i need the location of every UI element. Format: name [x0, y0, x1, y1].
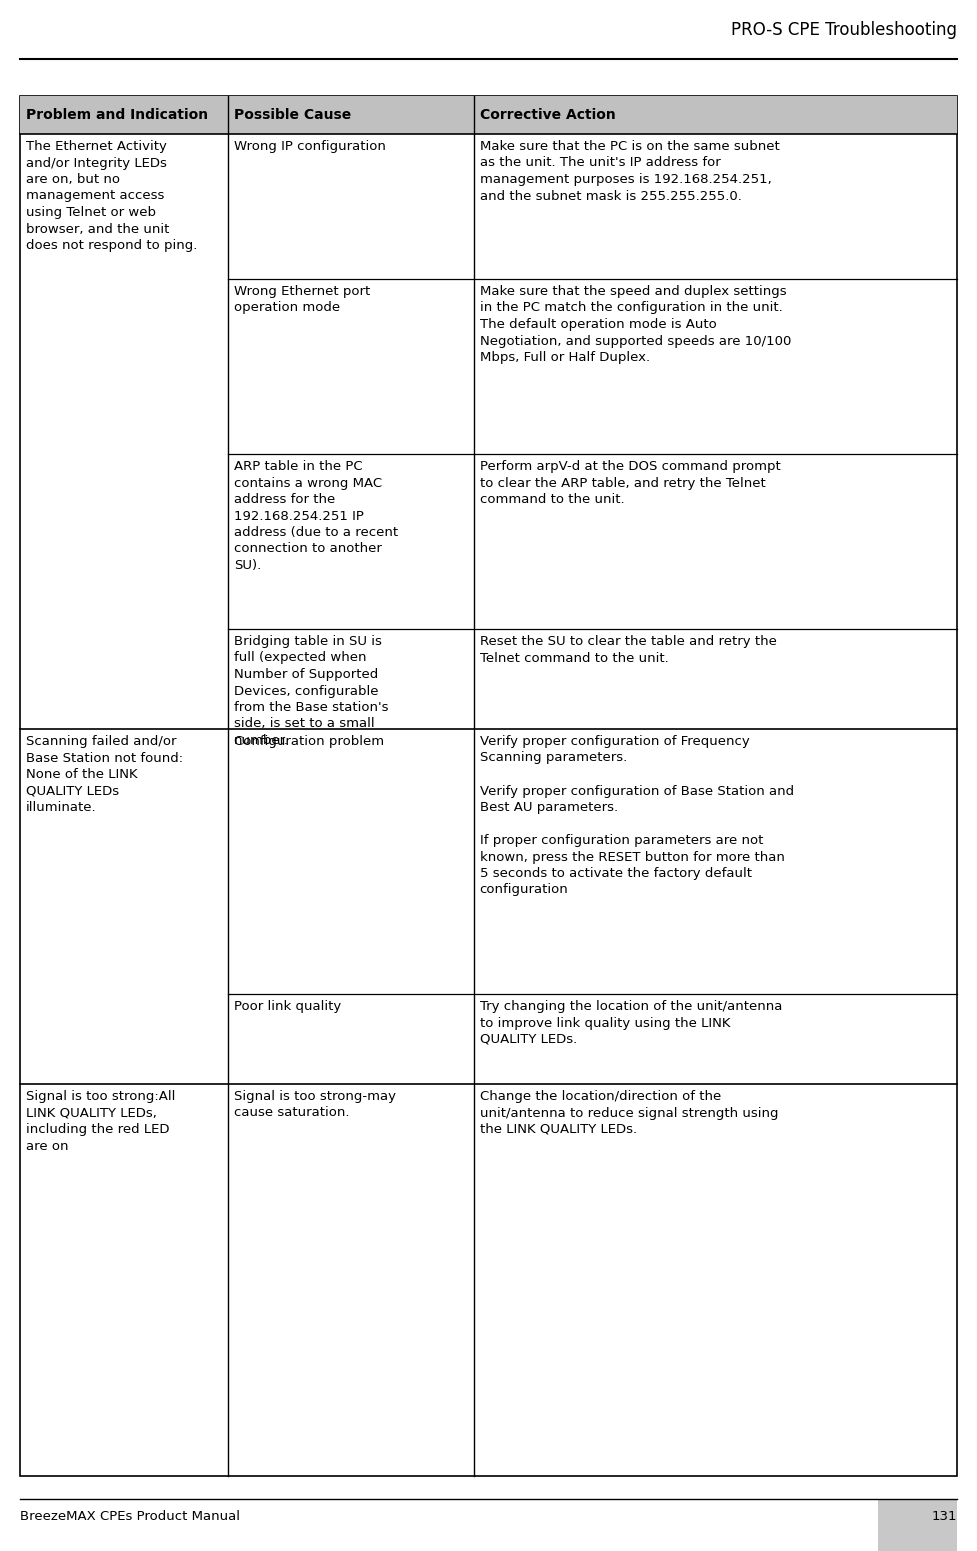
Bar	[878, 1498, 957, 1551]
Text: Wrong IP configuration: Wrong IP configuration	[234, 140, 386, 154]
Text: Possible Cause: Possible Cause	[234, 109, 352, 123]
Text: Try changing the location of the unit/antenna
to improve link quality using the : Try changing the location of the unit/an…	[480, 1000, 782, 1045]
Text: Make sure that the speed and duplex settings
in the PC match the configuration i: Make sure that the speed and duplex sett…	[480, 285, 791, 364]
Text: Corrective Action: Corrective Action	[480, 109, 616, 123]
Text: Reset the SU to clear the table and retry the
Telnet command to the unit.: Reset the SU to clear the table and retr…	[480, 634, 777, 664]
Text: Change the location/direction of the
unit/antenna to reduce signal strength usin: Change the location/direction of the uni…	[480, 1090, 778, 1135]
Text: Signal is too strong:All
LINK QUALITY LEDs,
including the red LED
are on: Signal is too strong:All LINK QUALITY LE…	[26, 1090, 176, 1152]
Bar	[20, 96, 957, 1477]
Bar	[20, 96, 957, 133]
Text: The Ethernet Activity
and/or Integrity LEDs
are on, but no
management access
usi: The Ethernet Activity and/or Integrity L…	[26, 140, 197, 251]
Text: 131: 131	[931, 1511, 957, 1523]
Text: PRO-S CPE Troubleshooting: PRO-S CPE Troubleshooting	[731, 22, 957, 39]
Text: Scanning failed and/or
Base Station not found:
None of the LINK
QUALITY LEDs
ill: Scanning failed and/or Base Station not …	[26, 735, 183, 814]
Text: Bridging table in SU is
full (expected when
Number of Supported
Devices, configu: Bridging table in SU is full (expected w…	[234, 634, 389, 748]
Text: Problem and Indication: Problem and Indication	[26, 109, 208, 123]
Text: BreezeMAX CPEs Product Manual: BreezeMAX CPEs Product Manual	[20, 1511, 240, 1523]
Text: Configuration problem: Configuration problem	[234, 735, 384, 748]
Text: Perform arpV-d at the DOS command prompt
to clear the ARP table, and retry the T: Perform arpV-d at the DOS command prompt…	[480, 461, 781, 506]
Text: Make sure that the PC is on the same subnet
as the unit. The unit's IP address f: Make sure that the PC is on the same sub…	[480, 140, 780, 203]
Text: Poor link quality: Poor link quality	[234, 1000, 341, 1013]
Text: Verify proper configuration of Frequency
Scanning parameters.

Verify proper con: Verify proper configuration of Frequency…	[480, 735, 793, 896]
Text: Wrong Ethernet port
operation mode: Wrong Ethernet port operation mode	[234, 285, 370, 315]
Text: ARP table in the PC
contains a wrong MAC
address for the
192.168.254.251 IP
addr: ARP table in the PC contains a wrong MAC…	[234, 461, 399, 572]
Text: Signal is too strong-may
cause saturation.: Signal is too strong-may cause saturatio…	[234, 1090, 396, 1120]
